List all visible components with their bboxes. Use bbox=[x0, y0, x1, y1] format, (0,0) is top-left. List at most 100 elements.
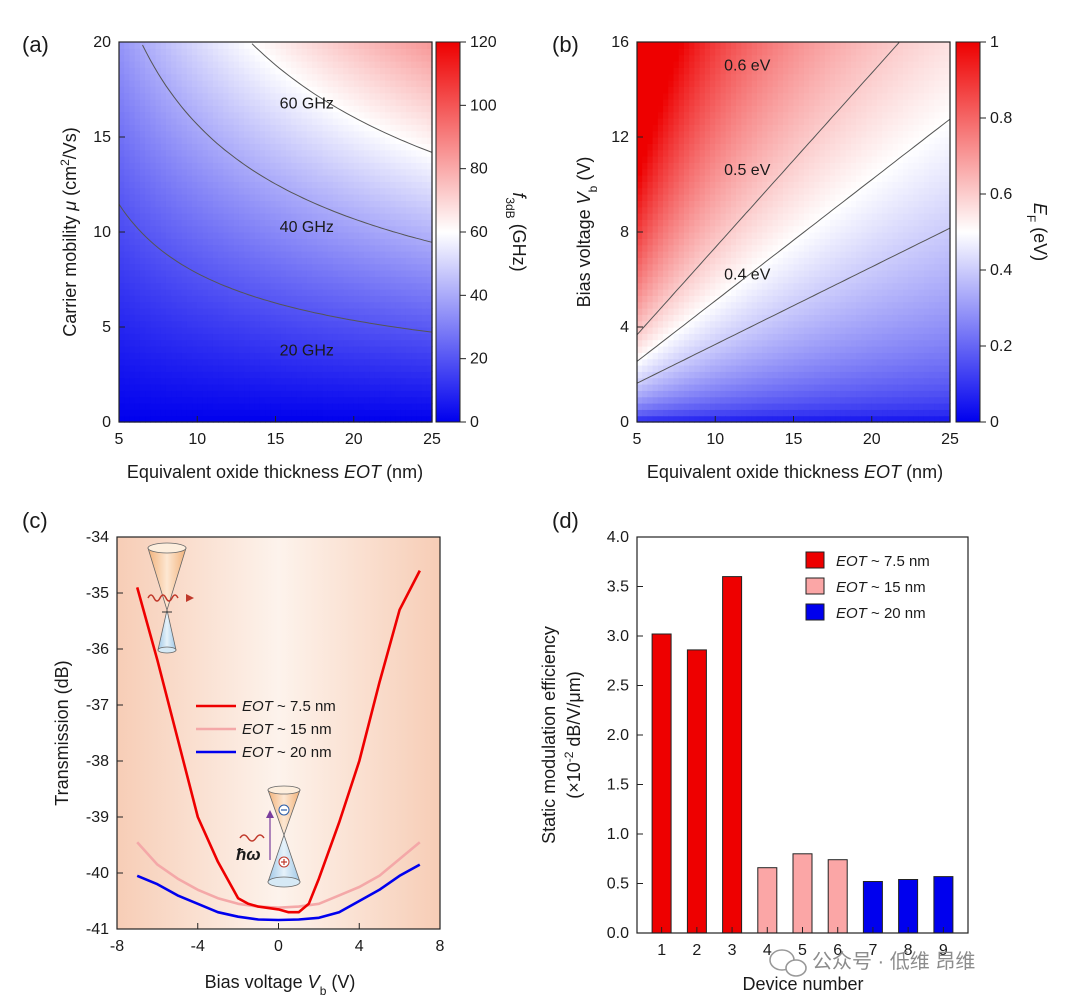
heatmap-cell bbox=[380, 200, 386, 207]
heatmap-cell bbox=[369, 232, 375, 239]
heatmap-cell bbox=[291, 409, 297, 416]
heatmap-cell bbox=[182, 188, 188, 195]
heatmap-cell bbox=[674, 207, 680, 214]
heatmap-cell bbox=[192, 289, 198, 296]
heatmap-cell bbox=[213, 365, 219, 372]
heatmap-cell bbox=[333, 238, 339, 245]
heatmap-cell bbox=[416, 346, 422, 353]
heatmap-cell bbox=[647, 200, 653, 207]
heatmap-cell bbox=[710, 61, 716, 68]
heatmap-cell bbox=[720, 365, 726, 372]
heatmap-cell bbox=[668, 308, 674, 315]
heatmap-cell bbox=[286, 200, 292, 207]
heatmap-cell bbox=[307, 359, 313, 366]
heatmap-cell bbox=[700, 327, 706, 334]
heatmap-cell bbox=[401, 219, 407, 226]
colorbar-label-a: f3dB (GHz) bbox=[503, 192, 529, 271]
heatmap-cell bbox=[129, 346, 135, 353]
heatmap-cell bbox=[684, 403, 690, 410]
heatmap-cell bbox=[720, 403, 726, 410]
heatmap-cell bbox=[140, 162, 146, 169]
heatmap-cell bbox=[156, 200, 162, 207]
heatmap-cell bbox=[239, 321, 245, 328]
heatmap-cell bbox=[234, 314, 240, 321]
heatmap-cell bbox=[202, 409, 208, 416]
heatmap-cell bbox=[244, 276, 250, 283]
heatmap-cell bbox=[244, 213, 250, 220]
heatmap-cell bbox=[244, 340, 250, 347]
heatmap-cell bbox=[317, 384, 323, 391]
heatmap-cell bbox=[715, 371, 721, 378]
heatmap-cell bbox=[150, 270, 156, 277]
heatmap-cell bbox=[736, 74, 742, 81]
heatmap-cell bbox=[375, 314, 381, 321]
heatmap-cell bbox=[416, 270, 422, 277]
heatmap-cell bbox=[416, 162, 422, 169]
heatmap-cell bbox=[359, 289, 365, 296]
heatmap-cell bbox=[752, 295, 758, 302]
heatmap-cell bbox=[312, 118, 318, 125]
heatmap-cell bbox=[218, 200, 224, 207]
heatmap-cell bbox=[145, 289, 151, 296]
heatmap-cell bbox=[653, 226, 659, 233]
heatmap-cell bbox=[422, 48, 428, 55]
heatmap-cell bbox=[674, 131, 680, 138]
heatmap-cell bbox=[674, 390, 680, 397]
contour-label: 20 GHz bbox=[280, 343, 334, 360]
heatmap-cell bbox=[658, 194, 664, 201]
heatmap-cell bbox=[715, 181, 721, 188]
heatmap-cell bbox=[223, 112, 229, 119]
heatmap-cell bbox=[140, 390, 146, 397]
heatmap-cell bbox=[354, 257, 360, 264]
heatmap-cell bbox=[647, 327, 653, 334]
heatmap-cell bbox=[223, 137, 229, 144]
heatmap-cell bbox=[689, 340, 695, 347]
heatmap-cell bbox=[176, 112, 182, 119]
heatmap-cell bbox=[140, 321, 146, 328]
heatmap-cell bbox=[150, 371, 156, 378]
heatmap-cell bbox=[390, 295, 396, 302]
heatmap-cell bbox=[710, 162, 716, 169]
heatmap-cell bbox=[422, 295, 428, 302]
heatmap-cell bbox=[187, 276, 193, 283]
heatmap-cell bbox=[720, 207, 726, 214]
heatmap-cell bbox=[296, 289, 302, 296]
heatmap-cell bbox=[647, 213, 653, 220]
heatmap-cell bbox=[213, 213, 219, 220]
heatmap-cell bbox=[731, 42, 737, 49]
heatmap-cell bbox=[218, 365, 224, 372]
heatmap-cell bbox=[119, 257, 125, 264]
heatmap-cell bbox=[647, 131, 653, 138]
heatmap-cell bbox=[135, 86, 141, 93]
heatmap-cell bbox=[208, 124, 214, 131]
heatmap-cell bbox=[171, 378, 177, 385]
contour-label: 40 GHz bbox=[280, 219, 334, 236]
heatmap-cell bbox=[202, 302, 208, 309]
heatmap-cell bbox=[411, 340, 417, 347]
heatmap-cell bbox=[322, 308, 328, 315]
heatmap-cell bbox=[322, 302, 328, 309]
heatmap-cell bbox=[411, 162, 417, 169]
heatmap-cell bbox=[359, 124, 365, 131]
heatmap-cell bbox=[416, 340, 422, 347]
heatmap-cell bbox=[416, 42, 422, 49]
heatmap-cell bbox=[312, 321, 318, 328]
heatmap-cell bbox=[359, 283, 365, 290]
heatmap-cell bbox=[307, 207, 313, 214]
heatmap-cell bbox=[642, 67, 648, 74]
heatmap-cell bbox=[343, 207, 349, 214]
heatmap-cell bbox=[281, 327, 287, 334]
heatmap-cell bbox=[270, 105, 276, 112]
heatmap-cell bbox=[395, 340, 401, 347]
heatmap-cell bbox=[312, 194, 318, 201]
heatmap-cell bbox=[260, 346, 266, 353]
heatmap-cell bbox=[291, 169, 297, 176]
heatmap-cell bbox=[642, 264, 648, 271]
heatmap-cell bbox=[736, 150, 742, 157]
heatmap-cell bbox=[302, 55, 308, 62]
heatmap-cell bbox=[161, 327, 167, 334]
heatmap-cell bbox=[166, 245, 172, 252]
heatmap-cell bbox=[129, 390, 135, 397]
heatmap-cell bbox=[684, 42, 690, 49]
